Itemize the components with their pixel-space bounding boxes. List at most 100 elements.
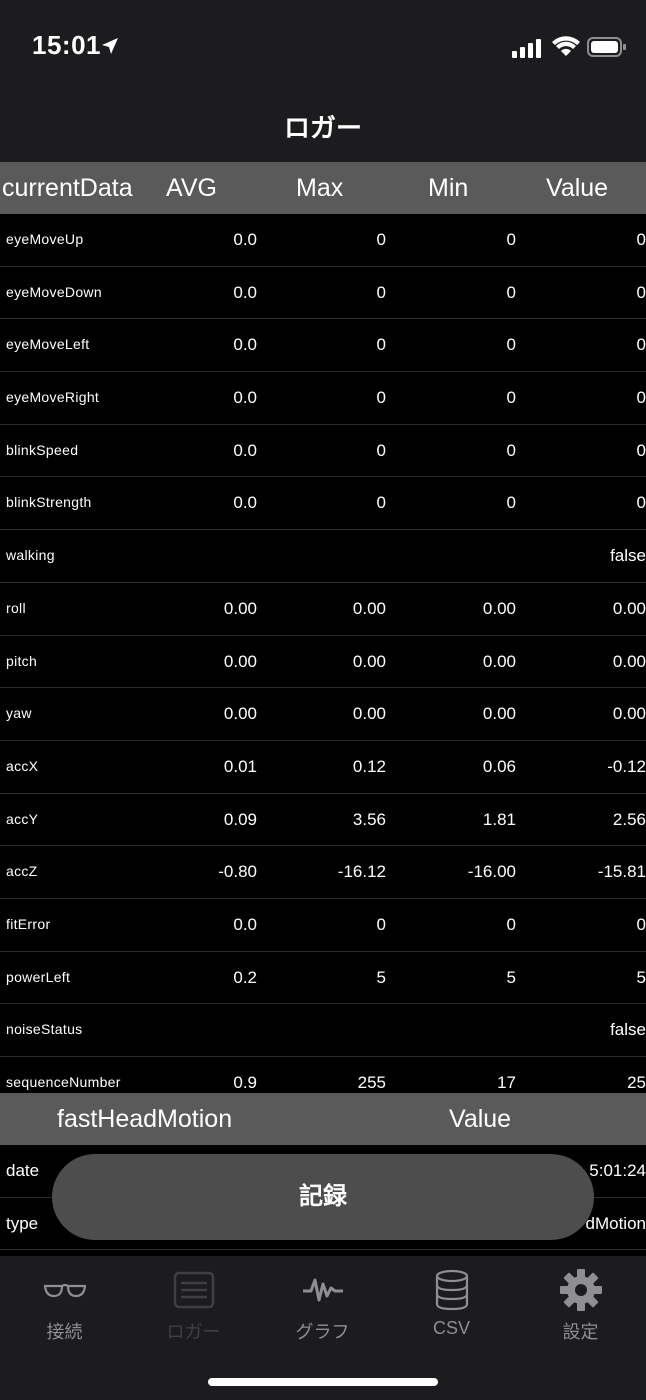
avg-cell: 0.0 — [233, 914, 257, 934]
table-row: eyeMoveDown 0.0 0 0 0 — [0, 267, 646, 320]
min-cell: 0 — [506, 914, 516, 934]
tab-label-settings: 設定 — [562, 1322, 599, 1342]
value-cell: dMotion — [585, 1213, 646, 1233]
column-header-min: Min — [428, 174, 469, 202]
home-indicator — [208, 1378, 438, 1386]
avg-cell: 0.0 — [233, 230, 257, 249]
avg-cell: 0.0 — [233, 282, 257, 302]
tab-label-connect: 接続 — [46, 1322, 83, 1342]
column-header-value-2: Value — [449, 1105, 512, 1133]
row-label: accZ — [6, 863, 38, 880]
max-cell: 5 — [376, 967, 386, 987]
min-cell: 1.81 — [482, 809, 516, 829]
avg-cell: 0.0 — [233, 440, 257, 460]
table-row: roll 0.00 0.00 0.00 0.00 — [0, 583, 646, 636]
current-data-table: eyeMoveUp 0.0 0 0 0 eyeMoveDown 0.0 0 0 0 eyeMoveL… — [0, 214, 646, 1110]
value-cell: false — [610, 546, 646, 566]
avg-cell: 0.00 — [223, 651, 257, 671]
table-row: accX 0.01 0.12 0.06 -0.12 — [0, 741, 646, 794]
min-cell: 0 — [506, 493, 516, 513]
row-label: noiseStatus — [6, 1021, 83, 1038]
table-row: accY 0.09 3.56 1.81 2.56 — [0, 794, 646, 847]
wifi-icon — [552, 36, 580, 56]
min-cell: 5 — [506, 967, 516, 987]
value-cell: 0.00 — [612, 598, 646, 618]
value-cell: 25 — [627, 1073, 646, 1092]
value-cell: 0.00 — [612, 651, 646, 671]
avg-cell: 0.0 — [233, 388, 257, 408]
column-header-current-data: currentData — [2, 174, 133, 202]
tab-logger[interactable]: ロガー — [129, 1256, 258, 1356]
avg-cell: 0.2 — [233, 967, 257, 987]
min-cell: 0 — [506, 282, 516, 302]
row-label: accY — [6, 810, 39, 827]
max-cell: 0 — [376, 230, 386, 249]
value-cell: 0 — [636, 230, 646, 249]
value-cell: -0.12 — [607, 756, 646, 776]
table-row: walking false — [0, 530, 646, 583]
column-header-max: Max — [296, 174, 344, 202]
row-label: pitch — [6, 652, 38, 669]
min-cell: 0 — [506, 335, 516, 355]
status-time: 15:01 — [32, 30, 101, 60]
max-cell: 0 — [376, 282, 386, 302]
column-header-avg: AVG — [166, 174, 217, 202]
table-row: eyeMoveUp 0.0 0 0 0 — [0, 214, 646, 267]
row-label: eyeMoveRight — [6, 389, 100, 406]
row-label: date — [6, 1161, 40, 1180]
max-cell: 0 — [376, 493, 386, 513]
value-cell: 0.00 — [612, 704, 646, 724]
column-header-value: Value — [546, 174, 609, 202]
database-icon — [435, 1269, 468, 1311]
min-cell: 0 — [506, 230, 516, 249]
row-label: accX — [6, 757, 39, 774]
glasses-icon — [43, 1283, 86, 1298]
tab-label-csv: CSV — [432, 1318, 470, 1338]
tab-settings[interactable]: 設定 — [516, 1256, 645, 1356]
table-row: noiseStatus false — [0, 1004, 646, 1057]
min-cell: 0 — [506, 440, 516, 460]
value-cell: 0 — [636, 335, 646, 355]
table-row: yaw 0.00 0.00 0.00 0.00 — [0, 688, 646, 741]
cellular-signal-icon — [512, 39, 541, 58]
row-label: walking — [6, 547, 55, 564]
min-cell: 0.00 — [482, 651, 516, 671]
value-cell: 5 — [636, 967, 646, 987]
max-cell: 0.12 — [352, 756, 386, 776]
row-label: eyeMoveDown — [6, 283, 102, 300]
page-title: ロガー — [283, 113, 362, 143]
gear-icon — [559, 1269, 602, 1311]
max-cell: 0.00 — [352, 598, 386, 618]
avg-cell: 0.09 — [223, 809, 257, 829]
value-cell: 0 — [636, 388, 646, 408]
table-row: blinkSpeed 0.0 0 0 0 — [0, 425, 646, 478]
row-label: roll — [6, 599, 26, 616]
row-label: eyeMoveUp — [6, 231, 84, 247]
table-row: powerLeft 0.2 5 5 5 — [0, 952, 646, 1005]
min-cell: 0 — [506, 388, 516, 408]
tab-connect[interactable]: 接続 — [0, 1256, 129, 1356]
status-bar: 15:01 — [0, 0, 646, 90]
tab-bar: 接続 ロガー グラフ CSV — [0, 1256, 646, 1400]
avg-cell: 0.01 — [223, 756, 257, 776]
value-cell: 5:01:24 — [589, 1161, 646, 1180]
value-cell: 0 — [636, 440, 646, 460]
min-cell: 17 — [497, 1073, 516, 1092]
row-label: fitError — [6, 915, 51, 932]
tab-csv[interactable]: CSV — [387, 1256, 516, 1356]
row-label: blinkSpeed — [6, 441, 79, 458]
tab-graph[interactable]: グラフ — [258, 1256, 387, 1356]
record-button[interactable]: 記録 — [52, 1154, 594, 1240]
avg-cell: 0.0 — [233, 493, 257, 513]
value-cell: false — [610, 1020, 646, 1040]
tab-label-graph: グラフ — [295, 1322, 350, 1342]
tab-label-logger: ロガー — [166, 1322, 221, 1342]
location-arrow-icon — [102, 38, 118, 54]
list-icon — [173, 1271, 214, 1309]
table-row: accZ -0.80 -16.12 -16.00 -15.81 — [0, 846, 646, 899]
avg-cell: -0.80 — [218, 862, 257, 882]
max-cell: 0 — [376, 914, 386, 934]
row-label: sequenceNumber — [6, 1074, 121, 1090]
min-cell: 0.06 — [482, 756, 516, 776]
row-label: eyeMoveLeft — [6, 336, 90, 353]
